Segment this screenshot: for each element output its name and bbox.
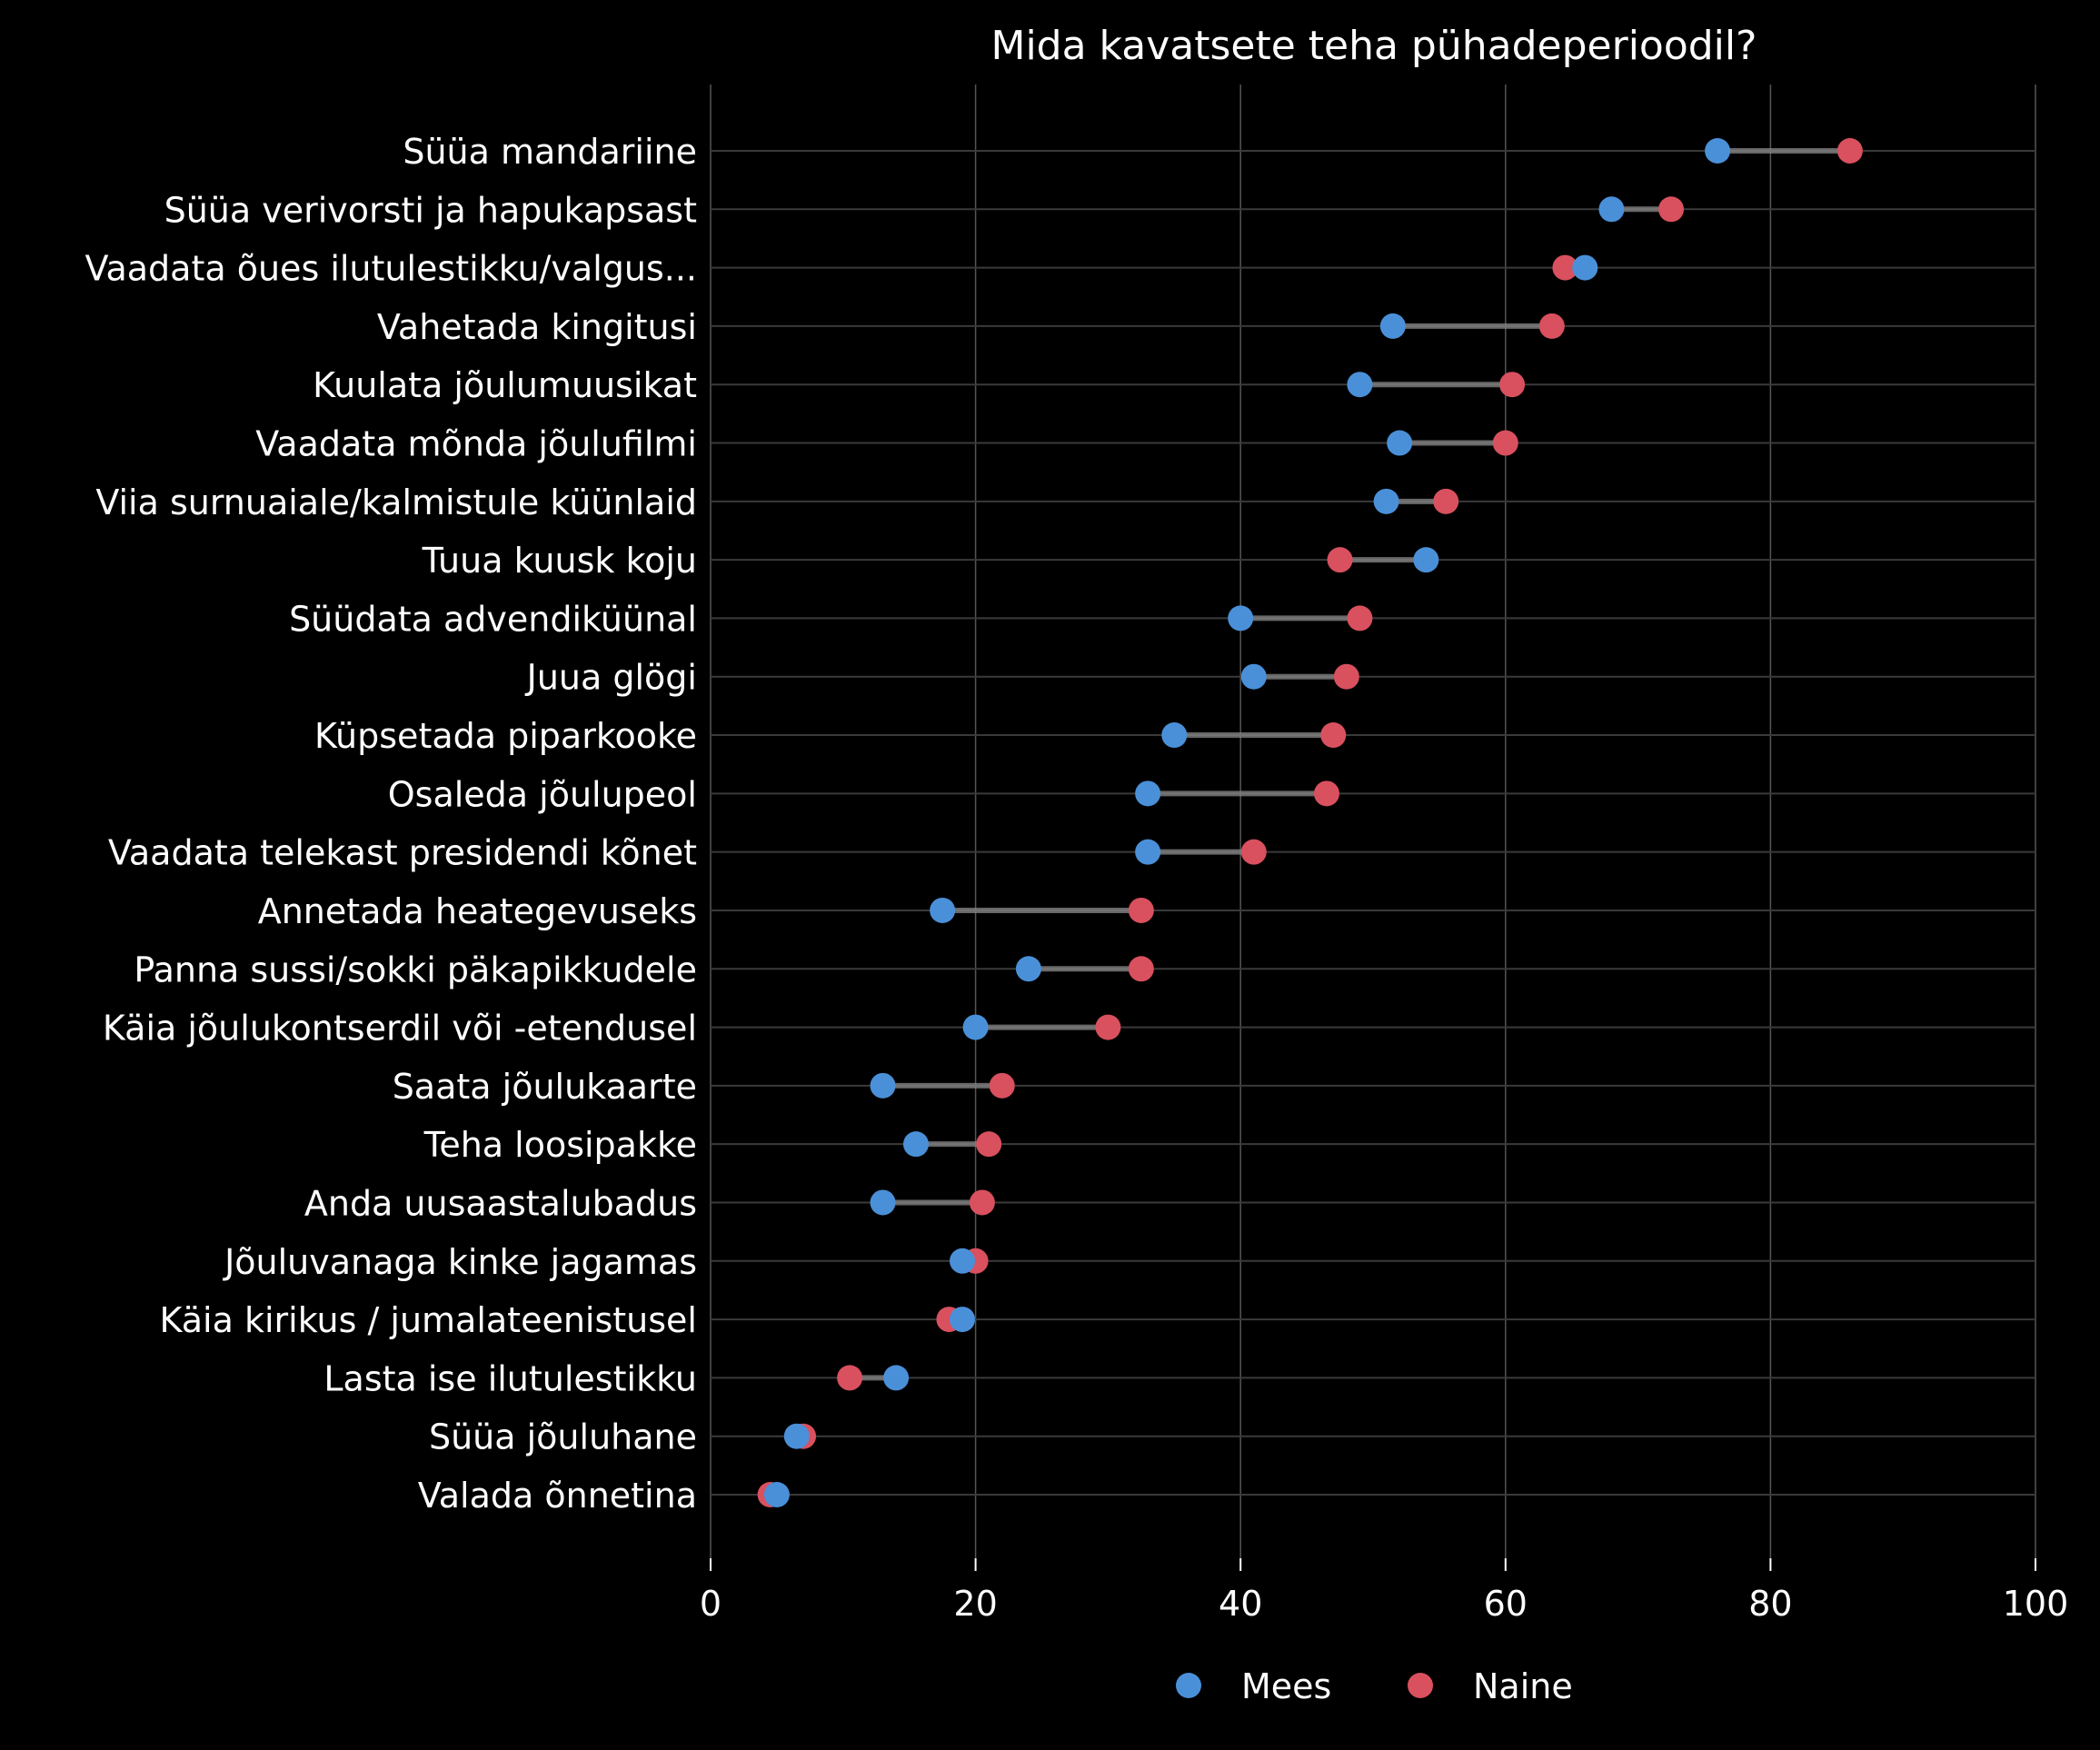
category-label: Juua glögi <box>525 658 697 698</box>
category-label: Teha loosipakke <box>423 1125 697 1165</box>
naine-point <box>1836 138 1863 164</box>
mees-point <box>1598 196 1625 223</box>
naine-point <box>1658 196 1685 223</box>
mees-point <box>902 1131 929 1158</box>
category-label: Vaadata telekast presidendi kõnet <box>108 833 697 873</box>
category-label: Valada õnnetina <box>418 1476 697 1516</box>
category-label: Saata jõulukaarte <box>393 1067 697 1107</box>
legend-item-mees: Mees <box>1176 1666 1331 1706</box>
naine-point <box>1128 956 1154 982</box>
category-label: Süüa mandariine <box>403 132 697 172</box>
chart-title: Mida kavatsete teha pühadeperioodil? <box>990 23 1757 69</box>
legend-label: Mees <box>1241 1666 1331 1706</box>
category-label: Süüa verivorsti ja hapukapsast <box>164 190 697 230</box>
x-tick-label: 40 <box>1219 1584 1262 1624</box>
mees-point <box>962 1014 989 1040</box>
mees-point <box>930 897 956 923</box>
naine-point <box>1313 781 1339 807</box>
mees-point <box>870 1189 896 1216</box>
mees-point <box>1161 722 1188 749</box>
naine-point <box>1538 313 1565 339</box>
category-label: Panna sussi/sokki päkapikkudele <box>134 950 697 989</box>
mees-point <box>883 1365 910 1391</box>
naine-point <box>1095 1014 1121 1040</box>
category-label: Küpsetada piparkooke <box>314 716 697 756</box>
category-label: Tuua kuusk koju <box>422 541 697 581</box>
category-label: Käia kirikus / jumalateenistusel <box>160 1300 698 1340</box>
category-label: Annetada heategevuseks <box>258 891 697 931</box>
naine-point <box>1347 605 1373 631</box>
mees-point <box>1240 663 1267 690</box>
naine-point <box>1240 839 1267 865</box>
mees-point <box>1135 839 1161 865</box>
mees-point <box>1228 605 1254 631</box>
mees-point <box>870 1072 896 1099</box>
category-label: Vahetada kingitusi <box>377 307 697 347</box>
mees-point <box>1015 956 1041 982</box>
x-tick-label: 20 <box>953 1584 997 1624</box>
naine-point <box>1320 722 1347 749</box>
legend-item-naine: Naine <box>1408 1666 1573 1706</box>
naine-point <box>969 1189 995 1216</box>
naine-point <box>989 1072 1015 1099</box>
x-tick-label: 100 <box>2003 1584 2069 1624</box>
category-label: Vaadata mõnda jõulufilmi <box>255 424 697 464</box>
naine-point <box>1128 897 1154 923</box>
naine-point <box>1552 254 1578 281</box>
legend-marker <box>1176 1673 1201 1698</box>
naine-point <box>976 1131 1002 1158</box>
category-label: Vaadata õues ilutulestikku/valgus... <box>85 249 697 289</box>
x-tick-label: 60 <box>1484 1584 1528 1624</box>
mees-point <box>1135 781 1161 807</box>
legend: Mees Naine <box>1176 1666 1573 1706</box>
naine-point <box>1433 488 1459 514</box>
naine-point <box>1499 372 1526 398</box>
naine-point <box>837 1365 863 1391</box>
category-label: Osaleda jõulupeol <box>388 774 697 814</box>
x-tick-label: 80 <box>1748 1584 1792 1624</box>
x-axis: 0 20 40 60 80 100 <box>700 1558 2068 1624</box>
mees-point <box>1347 372 1373 398</box>
naine-point <box>1492 430 1518 456</box>
mees-point <box>1705 138 1731 164</box>
legend-marker <box>1408 1673 1433 1698</box>
category-label: Anda uusaastalubadus <box>304 1183 697 1223</box>
mees-point <box>1572 254 1598 281</box>
connector-layer <box>770 148 1850 1497</box>
mees-point <box>1379 313 1406 339</box>
point-layer <box>757 138 1863 1507</box>
category-label: Süüdata advendiküünal <box>289 599 697 639</box>
category-label: Süüa jõuluhane <box>429 1417 697 1457</box>
mees-point <box>1413 547 1439 573</box>
category-label: Viia surnuaiale/kalmistule küünlaid <box>95 482 697 522</box>
category-labels: Süüa mandariine Süüa verivorsti ja hapuka… <box>85 132 697 1516</box>
category-label: Jõuluvanaga kinke jagamas <box>223 1242 697 1282</box>
category-label: Käia jõulukontserdil või -etendusel <box>103 1009 697 1049</box>
naine-point <box>1333 663 1359 690</box>
mees-point <box>763 1482 790 1507</box>
category-label: Kuulata jõulumuusikat <box>313 365 697 405</box>
mees-point <box>950 1248 976 1274</box>
legend-label: Naine <box>1473 1666 1573 1706</box>
mees-point <box>1387 430 1413 456</box>
category-label: Lasta ise ilutulestikku <box>323 1358 697 1398</box>
x-tick-label: 0 <box>700 1584 722 1624</box>
mees-point <box>1373 488 1399 514</box>
mees-point <box>783 1423 810 1449</box>
mees-point <box>950 1307 976 1333</box>
naine-point <box>1327 547 1353 573</box>
